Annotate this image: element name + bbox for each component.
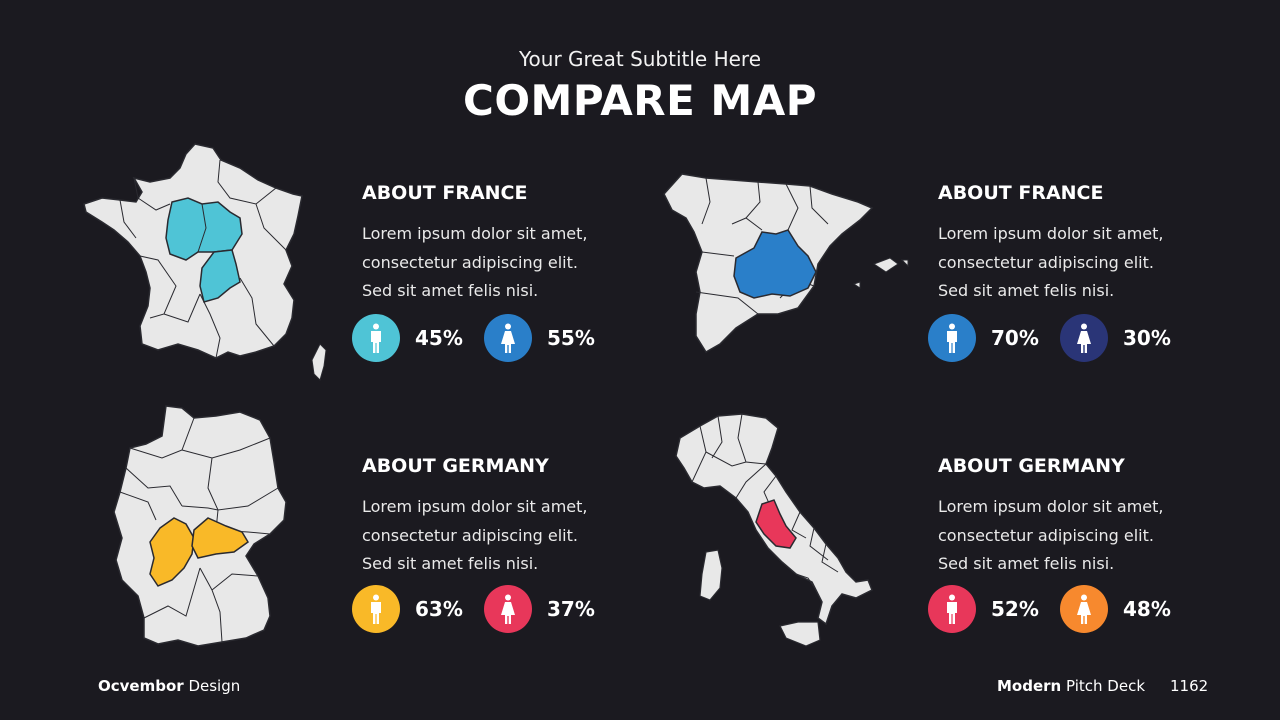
panel-heading: ABOUT GERMANY [938,455,1125,477]
body-line: Sed sit amet felis nisi. [938,281,1115,300]
panel-body: Lorem ipsum dolor sit amet, consectetur … [938,493,1228,579]
body-line: Sed sit amet felis nisi. [362,281,539,300]
female-percent: 55% [547,326,595,350]
panel-heading: ABOUT FRANCE [362,182,528,204]
male-person-icon [352,314,400,362]
spain-map [662,168,912,358]
footer-deck: Modern Pitch Deck [997,677,1145,695]
female-person-icon [1060,314,1108,362]
deck-name: Modern [997,677,1062,695]
panel-body: Lorem ipsum dolor sit amet, consectetur … [362,220,652,306]
sicily-island [779,621,821,647]
france-map [80,138,330,383]
panel-spain-stats: 70% 30% [928,314,1188,362]
male-stat: 70% [928,314,1039,362]
male-percent: 70% [991,326,1039,350]
panel-heading: ABOUT FRANCE [938,182,1104,204]
page-title: COMPARE MAP [463,76,817,125]
body-line: consectetur adipiscing elit. [362,525,578,545]
balearic-islands [852,257,909,289]
sardinia-island [699,549,723,601]
body-line: Lorem ipsum dolor sit amet, [362,224,588,243]
male-person-icon [928,585,976,633]
panel-body: Lorem ipsum dolor sit amet, consectetur … [938,220,1228,306]
female-stat: 48% [1060,585,1171,633]
male-percent: 63% [415,597,463,621]
germany-region-borders [119,417,279,643]
panel-spain-text: ABOUT FRANCE Lorem ipsum dolor sit amet,… [938,182,1228,306]
panel-france-stats: 45% 55% [352,314,612,362]
female-person-icon [484,314,532,362]
body-line: Sed sit amet felis nisi. [938,554,1115,573]
body-line: consectetur adipiscing elit. [938,252,1154,272]
body-line: Lorem ipsum dolor sit amet, [938,497,1164,516]
panel-germany-text: ABOUT GERMANY Lorem ipsum dolor sit amet… [362,455,652,579]
corsica-island [311,343,327,381]
panel-germany-stats: 63% 37% [352,585,612,633]
panel-italy-stats: 52% 48% [928,585,1188,633]
male-percent: 52% [991,597,1039,621]
body-line: consectetur adipiscing elit. [938,525,1154,545]
male-person-icon [352,585,400,633]
male-stat: 52% [928,585,1039,633]
italy-highlight-lazio [755,499,797,549]
female-percent: 48% [1123,597,1171,621]
deck-suffix: Pitch Deck [1066,677,1145,695]
male-percent: 45% [415,326,463,350]
germany-highlight-thuringia [191,517,249,559]
panel-italy-text: ABOUT GERMANY Lorem ipsum dolor sit amet… [938,455,1228,579]
male-stat: 45% [352,314,463,362]
germany-map [108,402,298,652]
footer-brand: Ocvembor Design [98,677,240,695]
italy-map [672,412,882,650]
male-stat: 63% [352,585,463,633]
body-line: Lorem ipsum dolor sit amet, [362,497,588,516]
france-region-borders [119,159,287,359]
male-person-icon [928,314,976,362]
female-person-icon [1060,585,1108,633]
female-stat: 37% [484,585,595,633]
panel-france-text: ABOUT FRANCE Lorem ipsum dolor sit amet,… [362,182,652,306]
body-line: Lorem ipsum dolor sit amet, [938,224,1164,243]
female-percent: 37% [547,597,595,621]
female-percent: 30% [1123,326,1171,350]
spain-region-borders [695,177,829,315]
page-number: 1162 [1170,677,1209,695]
female-stat: 55% [484,314,595,362]
france-highlight-center [199,249,241,303]
body-line: consectetur adipiscing elit. [362,252,578,272]
female-person-icon [484,585,532,633]
brand-name: Ocvembor [98,677,184,695]
panel-body: Lorem ipsum dolor sit amet, consectetur … [362,493,652,579]
spain-highlight-castilla-la-mancha [733,229,817,299]
panel-heading: ABOUT GERMANY [362,455,549,477]
brand-suffix: Design [188,677,241,695]
germany-highlight-hessen [149,517,195,587]
body-line: Sed sit amet felis nisi. [362,554,539,573]
female-stat: 30% [1060,314,1171,362]
subtitle: Your Great Subtitle Here [518,47,762,71]
